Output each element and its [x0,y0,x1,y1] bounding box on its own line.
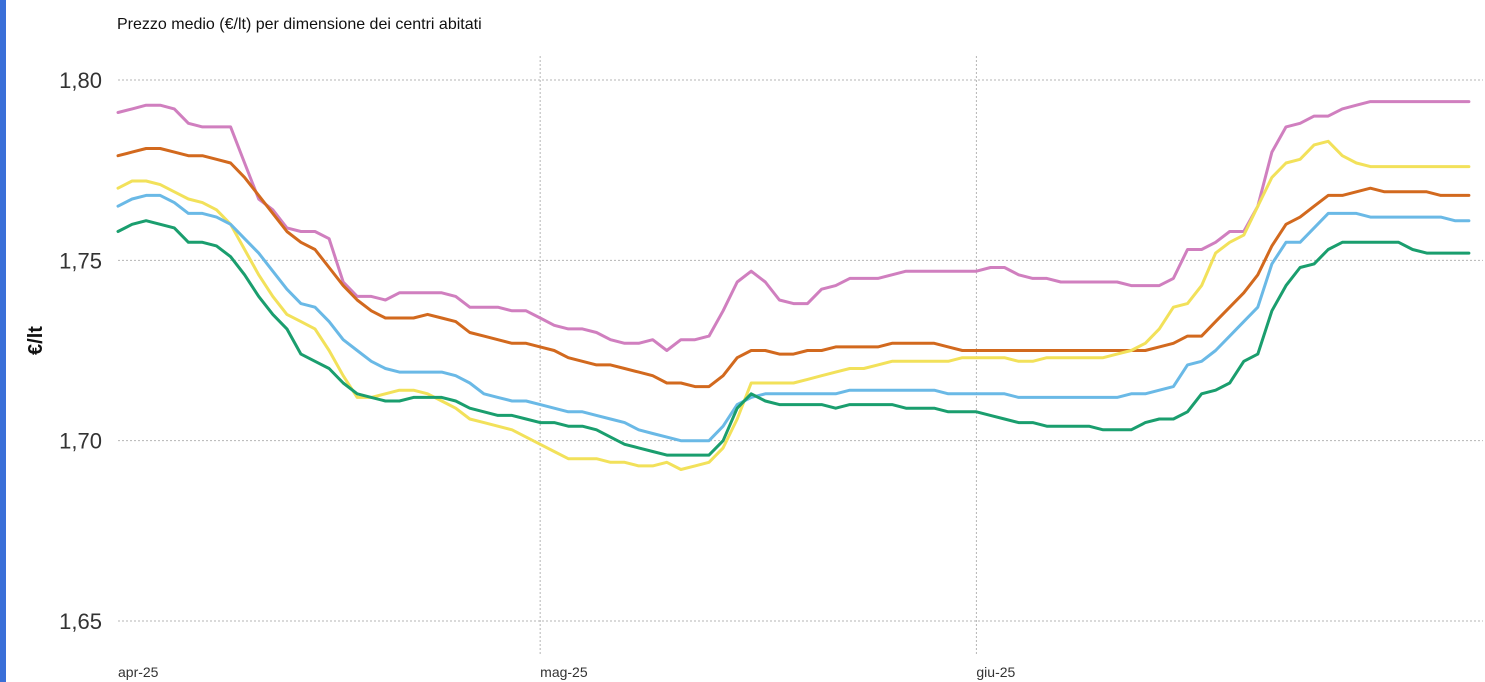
series-line-4 [116,193,1471,443]
chart-title: Prezzo medio (€/lt) per dimensione dei c… [117,16,482,33]
x-tick-label: giu-25 [976,664,1015,680]
series-line-3 [116,139,1471,471]
y-tick-label: 1,70 [59,429,102,454]
axis-layer: 1,80 1,75 1,70 1,65 apr-25 mag-25 giu-25 €/lt [25,68,1016,680]
x-tick-label: apr-25 [118,664,159,680]
y-tick-label: 1,65 [59,609,102,634]
series-layer [116,100,1471,471]
grid-layer [118,56,1483,656]
series-line-5 [116,219,1471,457]
x-tick-label: mag-25 [540,664,588,680]
series-line-1 [116,100,1471,352]
y-axis-title: €/lt [25,326,47,355]
window-left-border [0,0,6,682]
y-tick-label: 1,80 [59,68,102,93]
series-line-2 [116,147,1471,389]
y-tick-label: 1,75 [59,248,102,273]
